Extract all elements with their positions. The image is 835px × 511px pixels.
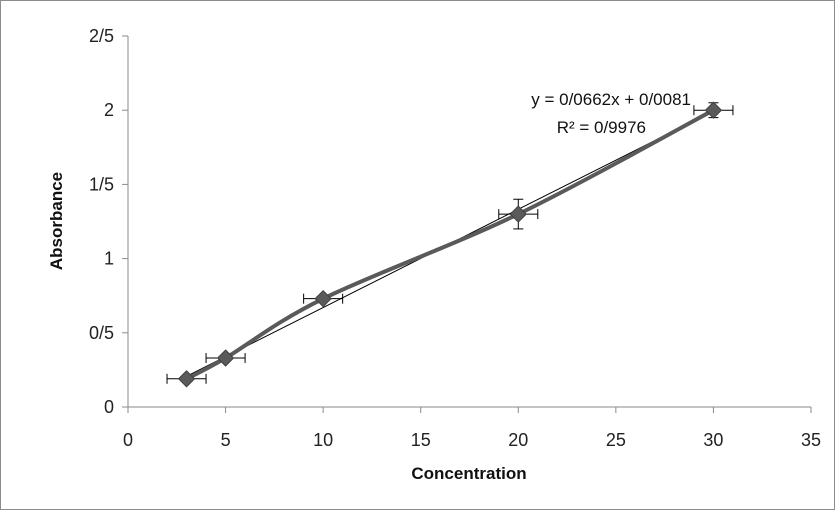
x-tick-label: 15 [411, 430, 431, 450]
y-axis-title: Absorbance [47, 172, 66, 270]
y-tick-label: 2/5 [89, 26, 114, 46]
y-axis-ticks: 0 0/5 1 1/5 2 2/5 [89, 26, 128, 417]
y-tick-label: 1 [104, 249, 114, 269]
x-axis-title: Concentration [411, 464, 526, 483]
y-tick-label: 2 [104, 100, 114, 120]
x-tick-label: 30 [703, 430, 723, 450]
x-tick-label: 35 [801, 430, 821, 450]
x-axis-ticks: 0 5 10 15 20 25 30 35 [123, 407, 821, 450]
data-point [509, 205, 527, 223]
y-tick-label: 0/5 [89, 323, 114, 343]
plot-area [166, 101, 734, 388]
x-tick-label: 10 [313, 430, 333, 450]
data-point [177, 370, 196, 388]
y-tick-label: 1/5 [89, 174, 114, 194]
data-point [216, 349, 235, 367]
trendline-r2: R² = 0/9976 [557, 118, 646, 137]
trendline-equation: y = 0/0662x + 0/0081 [531, 90, 691, 109]
y-tick-label: 0 [104, 397, 114, 417]
data-point [314, 289, 332, 308]
data-point [704, 101, 723, 119]
x-tick-label: 0 [123, 430, 133, 450]
x-tick-label: 5 [221, 430, 231, 450]
x-tick-label: 25 [606, 430, 626, 450]
x-tick-label: 20 [508, 430, 528, 450]
